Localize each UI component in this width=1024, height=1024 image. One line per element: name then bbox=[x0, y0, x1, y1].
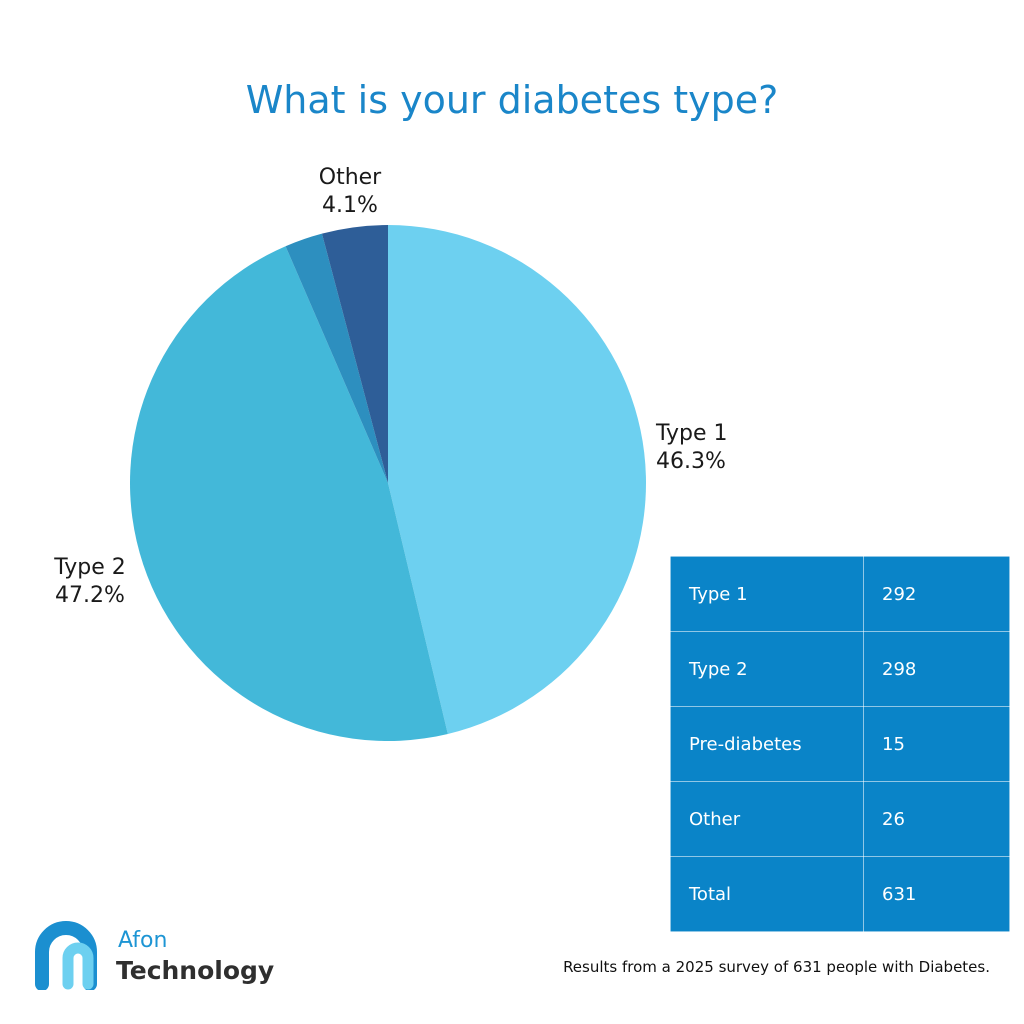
table-cell-value: 26 bbox=[863, 781, 1010, 857]
logo-text-afon: Afon bbox=[118, 928, 168, 953]
chart-title: What is your diabetes type? bbox=[245, 78, 779, 122]
table-row: Pre-diabetes 15 bbox=[670, 706, 1010, 782]
label-type1: Type 1 46.3% bbox=[656, 420, 728, 476]
table-cell-value: 298 bbox=[863, 631, 1010, 707]
pie-slice-type-2 bbox=[130, 246, 448, 741]
pie-slice-pre-diabetes bbox=[285, 233, 388, 483]
label-type1-percent: 46.3% bbox=[656, 449, 726, 474]
table-row: Type 1 292 bbox=[670, 556, 1010, 632]
table-cell-value: 15 bbox=[863, 706, 1010, 782]
pie-slice-other bbox=[321, 225, 388, 483]
table-cell-value: 292 bbox=[863, 556, 1010, 632]
label-type1-name: Type 1 bbox=[656, 421, 728, 446]
label-type2-percent: 47.2% bbox=[55, 583, 125, 608]
label-other-name: Other bbox=[318, 165, 382, 190]
table-cell-label: Type 2 bbox=[670, 631, 864, 707]
counts-table: Type 1 292 Type 2 298 Pre-diabetes 15 Ot… bbox=[670, 556, 1010, 932]
label-type2: Type 2 47.2% bbox=[30, 554, 150, 610]
table-row: Type 2 298 bbox=[670, 631, 1010, 707]
company-logo: Afon Technology bbox=[32, 918, 275, 990]
survey-footnote: Results from a 2025 survey of 631 people… bbox=[563, 958, 990, 976]
afon-a-logo-icon bbox=[35, 921, 97, 990]
label-other: Other 4.1% bbox=[300, 164, 400, 220]
table-cell-label: Type 1 bbox=[670, 556, 864, 632]
table-cell-label: Pre-diabetes bbox=[670, 706, 864, 782]
table-row: Total 631 bbox=[670, 856, 1010, 932]
logo-text-technology: Technology bbox=[116, 956, 275, 985]
label-other-percent: 4.1% bbox=[322, 193, 378, 218]
table-row: Other 26 bbox=[670, 781, 1010, 857]
label-type2-name: Type 2 bbox=[54, 555, 126, 580]
pie-slice-type-1 bbox=[388, 225, 647, 734]
table-cell-label: Total bbox=[670, 856, 864, 932]
table-cell-label: Other bbox=[670, 781, 864, 857]
table-cell-value: 631 bbox=[863, 856, 1010, 932]
